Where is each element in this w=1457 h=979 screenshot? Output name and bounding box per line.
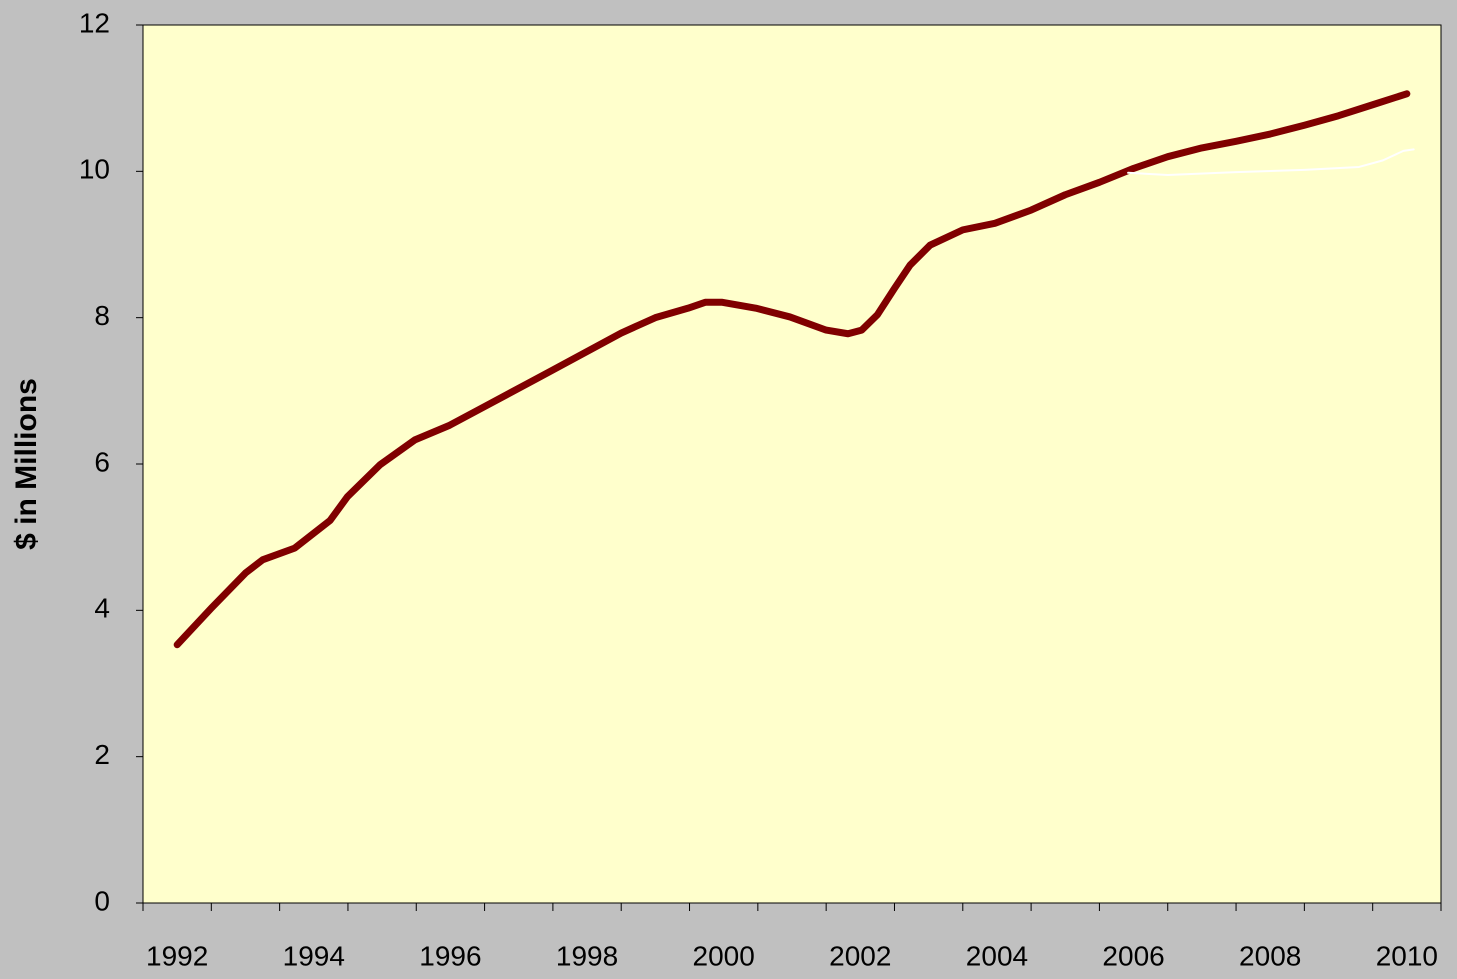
plot-area [142,24,1442,904]
x-tick-label: 2004 [966,940,1028,971]
x-tick-label: 1998 [556,940,618,971]
x-tick-label: 2008 [1239,940,1301,971]
data-line [173,90,1411,649]
data-line [1127,148,1415,176]
y-tick-label: 8 [94,300,110,331]
y-tick-label: 6 [94,446,110,477]
y-tick-label: 0 [94,885,110,916]
x-tick-label: 2010 [1376,940,1438,971]
y-axis-label: $ in Millions [10,378,43,550]
x-tick-label: 1994 [283,940,345,971]
y-tick-label: 4 [94,593,110,624]
y-tick-label: 10 [79,154,110,185]
y-tick-label: 2 [94,739,110,770]
x-tick-label: 2002 [829,940,891,971]
x-tick-label: 2006 [1102,940,1164,971]
x-tick-label: 1996 [419,940,481,971]
y-tick-label: 12 [79,7,110,38]
x-tick-label: 2000 [693,940,755,971]
x-tick-label: 1992 [146,940,208,971]
